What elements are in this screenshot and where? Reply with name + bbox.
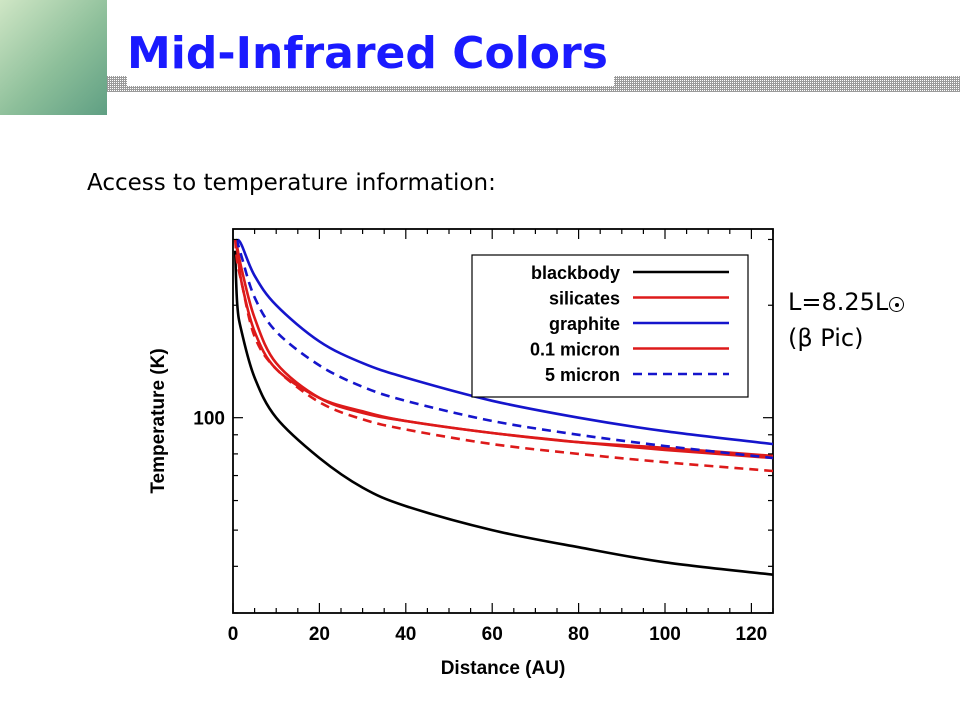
sun-symbol-icon: [889, 297, 905, 312]
series-line-5-micron: [234, 238, 773, 460]
series-line-graphite: [236, 238, 773, 446]
luminosity-note: L=8.25L (β Pic): [788, 284, 905, 356]
legend-label-0-1-micron: 0.1 micron: [530, 340, 620, 360]
x-tick-label: 40: [395, 624, 416, 645]
x-tick-label: 60: [482, 624, 503, 645]
x-tick-label: 120: [736, 624, 768, 645]
y-axis-label: Temperature (K): [148, 348, 169, 493]
legend: blackbody silicates graphite 0.1 micron 5 mi…: [530, 263, 729, 385]
slide-title: Mid-Infrared Colors: [127, 22, 614, 86]
x-axis-label: Distance (AU): [441, 658, 566, 679]
star-name: (β Pic): [788, 324, 864, 352]
series-line-0-1-micron: [233, 239, 773, 458]
legend-label-5-micron: 5 micron: [545, 365, 620, 385]
axis-ticks: 0 20 40 60 80 100 120 100: [193, 229, 774, 645]
y-tick-label: 100: [193, 409, 225, 430]
x-tick-label: 0: [228, 624, 239, 645]
series-line-blackbody: [233, 250, 773, 576]
x-tick-label: 20: [309, 624, 330, 645]
legend-label-silicates: silicates: [549, 289, 620, 309]
luminosity-text: L=8.25L: [788, 288, 889, 316]
x-tick-label: 80: [568, 624, 589, 645]
x-tick-label: 100: [649, 624, 681, 645]
corner-decoration: [0, 0, 107, 115]
series-curves: [233, 238, 773, 576]
legend-label-graphite: graphite: [549, 314, 620, 334]
luminosity-line: L=8.25L: [788, 284, 905, 320]
slide-subtitle: Access to temperature information:: [87, 170, 496, 196]
legend-label-blackbody: blackbody: [531, 263, 620, 283]
